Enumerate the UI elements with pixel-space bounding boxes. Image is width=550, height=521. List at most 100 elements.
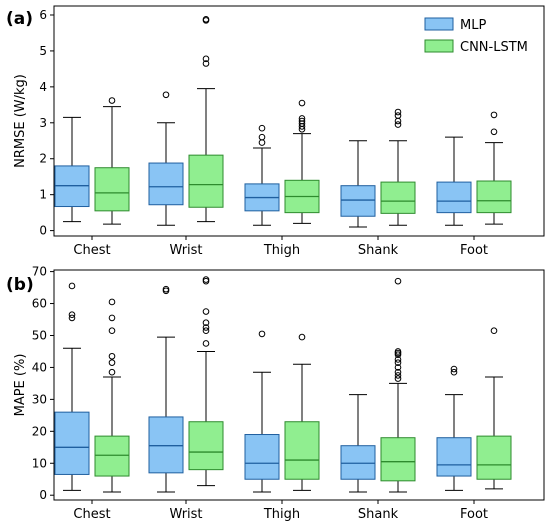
iqr-box [188,154,224,208]
x-tick-label-wrist: Wrist [169,507,202,521]
outlier-point [258,139,266,146]
outlier-point [202,324,210,331]
box-mlp-shank [340,140,376,228]
outlier-point [450,365,458,373]
outlier-point [394,117,402,125]
x-tick-label-thigh: Thigh [263,243,300,258]
iqr-box [148,416,184,474]
y-tick-label: 6 [39,8,47,22]
iqr-box [188,421,224,471]
iqr-box [244,434,280,480]
outlier-point [202,55,210,63]
y-tick-label: 2 [39,152,47,166]
box-mlp-chest [54,282,90,491]
outlier-point [108,314,116,322]
y-axis-label: NRMSE (W/kg) [13,74,28,168]
outlier-point [202,340,210,347]
outlier-point [202,276,210,283]
x-tick-label-chest: Chest [73,243,110,258]
box-cnn-lstm-wrist [188,276,224,487]
y-axis-label: MAPE (%) [13,354,28,417]
outlier-point [394,108,402,116]
outlier-point [258,330,266,338]
iqr-box [148,162,184,206]
y-tick-label: 10 [32,456,47,470]
box-cnn-lstm-chest [94,97,130,225]
outlier-point [394,368,402,376]
y-tick-label: 50 [32,328,47,342]
x-tick-label-foot: Foot [460,243,488,258]
legend-label: MLP [460,18,486,33]
outlier-point [202,60,210,67]
y-tick-label: 4 [39,80,47,94]
x-tick-label-thigh: Thigh [263,507,300,521]
outlier-point [394,359,402,366]
outlier-point [298,117,306,125]
outlier-point [68,282,76,290]
outlier-point [202,319,210,327]
iqr-box [340,445,376,480]
outlier-point [298,115,306,122]
outlier-point [394,348,402,355]
y-tick-label: 70 [32,265,47,279]
panel-b-mape: 0 10 20 30 40 50 60 70 MAPE (%) (b) Chest Wrist Thig… [6,265,545,521]
outlier-point [258,133,266,141]
box-mlp-foot [436,136,472,226]
y-tick-label: 20 [32,424,47,438]
iqr-box [380,437,416,482]
iqr-box [476,180,512,214]
outlier-point [202,308,210,315]
panel-a-nrmse: 0 1 2 3 4 5 6 NRMSE (W/kg) (a) Chest Wrist Thigh Sha… [6,5,545,258]
panel-label: (a) [6,9,33,29]
y-tick-label: 1 [39,188,47,202]
outlier-point [162,91,170,99]
x-tick-label-shank: Shank [358,243,399,258]
outlier-point [202,15,210,23]
outlier-point [394,121,402,128]
box-cnn-lstm-shank [380,277,416,493]
box-cnn-lstm-wrist [188,15,224,223]
outlier-point [108,368,116,376]
box-cnn-lstm-foot [476,111,512,225]
y-tick-label: 0 [39,488,47,502]
panel-label: (b) [6,275,34,295]
box-cnn-lstm-shank [380,108,416,226]
outlier-point [258,124,266,132]
iqr-box [94,435,130,477]
iqr-box [94,167,130,212]
box-cnn-lstm-thigh [284,99,320,224]
iqr-box [284,421,320,480]
outlier-point [394,364,402,371]
y-tick-label: 30 [32,392,47,406]
outlier-point [162,285,170,293]
outlier-point [108,359,116,366]
legend-label: CNN-LSTM [460,40,528,55]
plot-frame [53,5,545,237]
box-cnn-lstm-foot [476,327,512,490]
box-mlp-wrist [148,285,184,493]
box-mlp-thigh [244,124,280,226]
outlier-point [394,372,402,379]
iqr-box [436,181,472,214]
x-tick-label-wrist: Wrist [169,243,202,258]
outlier-point [490,111,498,119]
outlier-point [394,277,402,285]
box-mlp-chest [54,116,90,223]
iqr-box [54,411,90,475]
legend: MLP CNN-LSTM [424,17,528,55]
y-tick-label: 5 [39,44,47,58]
y-tick-label: 3 [39,116,47,130]
legend-swatch [424,17,454,31]
box-mlp-wrist [148,91,184,226]
outlier-point [298,333,306,341]
outlier-point [68,314,76,322]
outlier-point [490,327,498,334]
x-tick-label-foot: Foot [460,507,488,521]
box-cnn-lstm-chest [94,298,130,493]
plot-frame [53,269,545,501]
outlier-point [108,298,116,306]
outlier-point [394,112,402,119]
iqr-box [436,437,472,477]
iqr-box [340,185,376,217]
